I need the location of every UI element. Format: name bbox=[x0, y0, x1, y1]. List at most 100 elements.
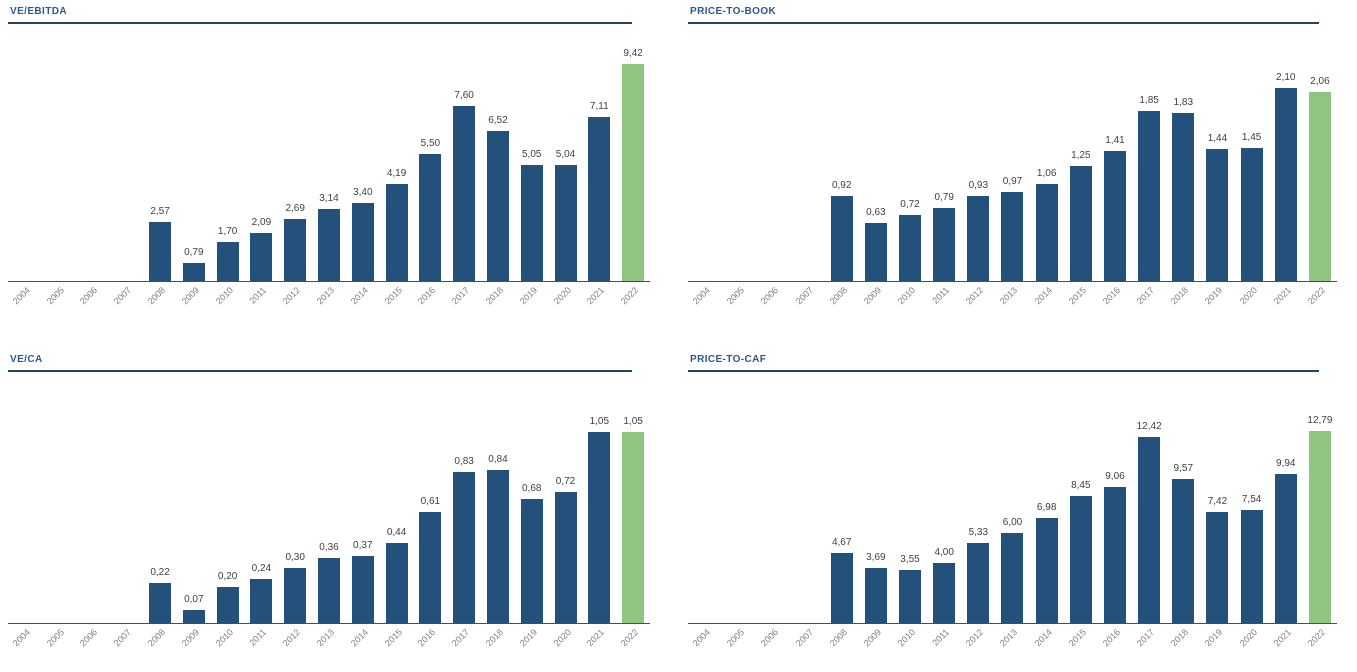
bar-2016 bbox=[419, 512, 442, 623]
year-label-2008: 2008 bbox=[145, 285, 168, 307]
bar-2020 bbox=[554, 165, 577, 281]
year-label-2014: 2014 bbox=[348, 285, 370, 307]
value-label-2016: 0,61 bbox=[420, 496, 441, 507]
year-label-2020: 2020 bbox=[551, 285, 573, 307]
bar-2009 bbox=[864, 223, 887, 281]
bar-column-2012: 5,33 2012 bbox=[961, 372, 995, 648]
bar-2017 bbox=[1138, 111, 1161, 281]
bar-2010 bbox=[216, 242, 239, 281]
year-label-2004: 2004 bbox=[10, 285, 32, 307]
bar-column-2021: 2,10 2021 bbox=[1269, 24, 1303, 306]
bar-column-2019: 5,05 2019 bbox=[515, 24, 549, 306]
bar-2019 bbox=[520, 499, 543, 623]
bar-2013 bbox=[1001, 533, 1024, 623]
bar-highlight-2022 bbox=[1308, 92, 1331, 281]
bar-column-2022: 12,79 2022 bbox=[1303, 372, 1337, 648]
title-underline bbox=[688, 22, 1319, 24]
value-label-2015: 8,45 bbox=[1071, 480, 1091, 491]
bar-plot-ve-ebitda: 2004 2005 2006 2007 2,57 2008 0,79 2009 1,70 2010… bbox=[8, 24, 650, 306]
year-label-2016: 2016 bbox=[1100, 285, 1123, 307]
bar-2015 bbox=[1069, 166, 1092, 281]
year-label-2009: 2009 bbox=[861, 627, 883, 649]
bar-column-2008: 4,67 2008 bbox=[825, 372, 859, 648]
value-label-2011: 2,09 bbox=[251, 217, 272, 228]
value-label-2021: 7,11 bbox=[589, 101, 609, 112]
bar-column-2015: 0,44 2015 bbox=[380, 372, 414, 648]
year-label-2013: 2013 bbox=[314, 285, 337, 307]
bar-column-2020: 1,45 2020 bbox=[1235, 24, 1269, 306]
value-label-2021: 9,94 bbox=[1276, 458, 1296, 469]
value-label-2020: 1,45 bbox=[1241, 132, 1262, 143]
bar-column-2006: 2006 bbox=[76, 24, 110, 306]
chart-ve-ca: VE/CA 2004 2005 2006 2007 0,22 2008 0,07 2009 0,… bbox=[8, 354, 658, 648]
value-label-2013: 3,14 bbox=[319, 193, 339, 204]
bar-column-2015: 4,19 2015 bbox=[380, 24, 414, 306]
bar-2018 bbox=[1172, 479, 1195, 623]
year-label-2016: 2016 bbox=[416, 285, 438, 307]
bar-column-2020: 0,72 2020 bbox=[549, 372, 583, 648]
year-label-2005: 2005 bbox=[44, 285, 66, 307]
chart-price-to-caf: PRICE-TO-CAF 2004 2005 2006 2007 4,67 2008 3,6… bbox=[688, 354, 1345, 648]
value-label-2008: 0,92 bbox=[831, 180, 852, 191]
bar-column-2004: 2004 bbox=[688, 372, 722, 648]
value-label-2019: 0,68 bbox=[521, 483, 542, 494]
year-label-2017: 2017 bbox=[1134, 627, 1157, 649]
value-label-2021: 1,05 bbox=[589, 416, 610, 427]
bar-plot-ve-ca: 2004 2005 2006 2007 0,22 2008 0,07 2009 0,20 2010… bbox=[8, 372, 650, 648]
year-label-2009: 2009 bbox=[179, 285, 201, 307]
bar-column-2015: 1,25 2015 bbox=[1064, 24, 1098, 306]
bar-column-2014: 3,40 2014 bbox=[346, 24, 380, 306]
bar-column-2013: 6,00 2013 bbox=[995, 372, 1029, 648]
value-label-2008: 2,57 bbox=[150, 206, 170, 217]
value-label-2012: 5,33 bbox=[968, 527, 989, 538]
value-label-2012: 0,30 bbox=[285, 552, 305, 563]
year-label-2015: 2015 bbox=[1066, 627, 1088, 649]
year-label-2007: 2007 bbox=[793, 627, 815, 649]
bar-column-2010: 0,72 2010 bbox=[893, 24, 927, 306]
title-underline bbox=[8, 22, 632, 24]
year-label-2018: 2018 bbox=[1169, 627, 1191, 649]
bar-column-2004: 2004 bbox=[688, 24, 722, 306]
value-label-2010: 1,70 bbox=[217, 226, 238, 237]
year-label-2019: 2019 bbox=[1203, 285, 1225, 307]
year-label-2019: 2019 bbox=[517, 285, 539, 307]
year-label-2020: 2020 bbox=[1237, 627, 1259, 649]
year-label-2006: 2006 bbox=[759, 285, 781, 307]
year-label-2020: 2020 bbox=[1237, 285, 1259, 307]
bar-highlight-2022 bbox=[622, 432, 645, 623]
chart-title-price-to-caf: PRICE-TO-CAF bbox=[690, 354, 767, 365]
bar-column-2018: 9,57 2018 bbox=[1166, 372, 1200, 648]
bar-2020 bbox=[1240, 510, 1263, 623]
year-label-2010: 2010 bbox=[213, 627, 235, 649]
year-label-2005: 2005 bbox=[725, 285, 747, 307]
year-label-2012: 2012 bbox=[281, 285, 303, 307]
year-label-2011: 2011 bbox=[247, 627, 269, 648]
year-label-2009: 2009 bbox=[861, 285, 883, 307]
bar-highlight-2022 bbox=[1308, 431, 1331, 623]
bar-column-2022: 1,05 2022 bbox=[616, 372, 650, 648]
bar-column-2004: 2004 bbox=[8, 24, 42, 306]
bar-2016 bbox=[1103, 151, 1126, 281]
value-label-2016: 9,06 bbox=[1105, 471, 1125, 482]
value-label-2010: 0,72 bbox=[900, 199, 920, 210]
bar-2016 bbox=[419, 154, 442, 281]
year-label-2014: 2014 bbox=[1032, 285, 1054, 307]
bar-column-2013: 3,14 2013 bbox=[312, 24, 346, 306]
year-label-2021: 2021 bbox=[585, 627, 607, 649]
value-label-2008: 4,67 bbox=[831, 537, 852, 548]
year-label-2012: 2012 bbox=[964, 285, 986, 307]
year-label-2006: 2006 bbox=[759, 627, 781, 649]
value-label-2017: 0,83 bbox=[454, 456, 474, 467]
bar-column-2005: 2005 bbox=[42, 24, 76, 306]
value-label-2018: 9,57 bbox=[1173, 463, 1194, 474]
value-label-2019: 5,05 bbox=[521, 149, 542, 160]
year-label-2011: 2011 bbox=[247, 285, 269, 306]
bar-2014 bbox=[351, 203, 374, 281]
bar-column-2016: 1,41 2016 bbox=[1098, 24, 1132, 306]
bar-2012 bbox=[967, 196, 990, 281]
year-label-2005: 2005 bbox=[725, 627, 747, 649]
bar-column-2011: 0,79 2011 bbox=[927, 24, 961, 306]
year-label-2010: 2010 bbox=[213, 285, 235, 307]
year-label-2011: 2011 bbox=[930, 627, 952, 648]
